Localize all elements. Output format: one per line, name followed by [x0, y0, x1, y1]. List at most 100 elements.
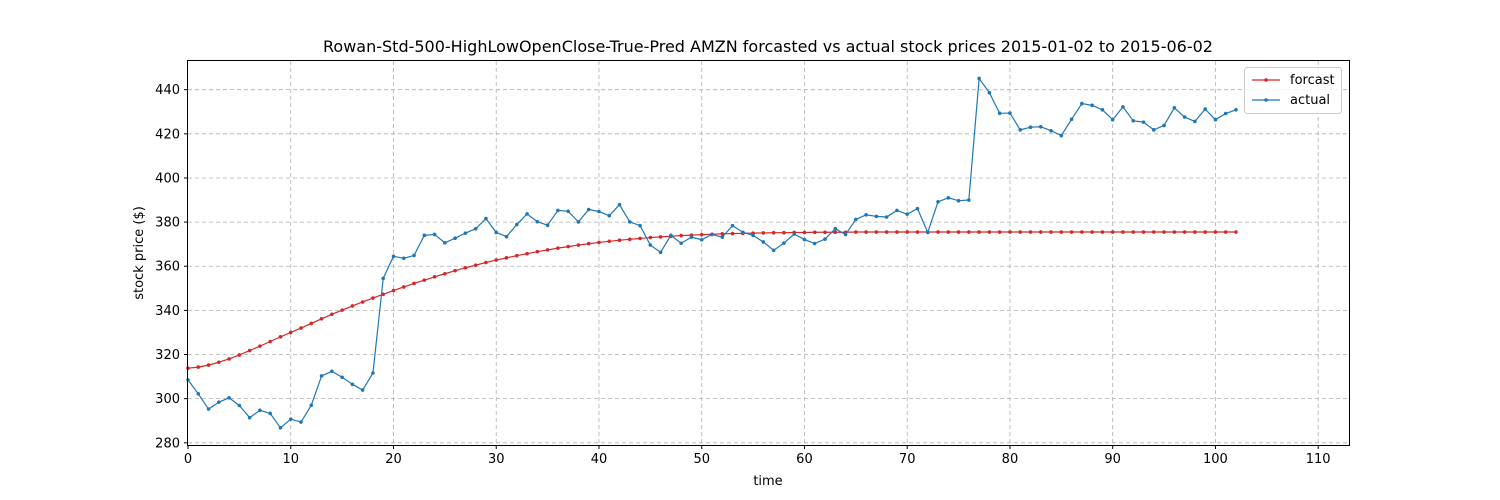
data-point-actual	[206, 407, 211, 411]
data-point-forcast	[340, 308, 344, 312]
data-point-actual	[484, 216, 488, 221]
data-point-forcast	[360, 300, 365, 304]
data-point-forcast	[802, 230, 807, 235]
data-point-actual	[1059, 133, 1064, 138]
data-point-forcast	[525, 251, 529, 256]
data-point-forcast	[535, 249, 540, 254]
data-point-forcast	[247, 348, 252, 353]
data-point-forcast	[1008, 230, 1012, 234]
data-point-actual	[330, 369, 334, 374]
grid-lines	[188, 61, 1349, 445]
data-point-actual	[1141, 120, 1146, 124]
data-point-forcast	[1172, 230, 1177, 234]
data-point-forcast	[206, 363, 211, 367]
data-point-forcast	[1141, 230, 1146, 234]
data-point-forcast	[401, 285, 406, 289]
data-point-actual	[309, 403, 314, 408]
data-point-forcast	[258, 344, 262, 348]
data-point-actual	[1080, 101, 1084, 106]
data-point-forcast	[381, 292, 386, 297]
data-point-forcast	[268, 339, 272, 344]
data-point-forcast	[422, 278, 427, 282]
x-tick-label: 10	[282, 452, 299, 467]
data-point-actual	[936, 200, 940, 204]
data-point-actual	[771, 248, 776, 253]
data-point-forcast	[586, 241, 591, 246]
data-point-forcast	[1203, 230, 1207, 234]
data-point-forcast	[617, 238, 622, 242]
data-point-forcast	[864, 230, 868, 234]
data-point-actual	[689, 235, 694, 239]
data-point-forcast	[330, 312, 334, 317]
data-point-actual	[977, 76, 981, 81]
data-point-forcast	[884, 230, 889, 234]
data-point-actual	[699, 237, 704, 242]
data-point-forcast	[956, 230, 961, 234]
data-point-actual	[525, 212, 529, 216]
data-point-forcast	[812, 230, 817, 235]
chart-title: Rowan-Std-500-HighLowOpenClose-True-Pred…	[323, 37, 1213, 56]
data-point-actual	[679, 241, 683, 246]
data-point-forcast	[432, 275, 437, 279]
data-point-forcast	[977, 230, 981, 234]
series-layer	[186, 76, 1238, 430]
data-point-actual	[340, 375, 344, 380]
data-point-actual	[648, 243, 653, 247]
data-point-forcast	[566, 244, 570, 249]
data-point-actual	[1069, 117, 1074, 122]
data-point-actual	[1182, 115, 1187, 119]
data-point-forcast	[494, 258, 499, 262]
data-point-actual	[1028, 125, 1033, 130]
data-point-actual	[227, 395, 231, 400]
y-tick-label: 320	[155, 348, 180, 363]
data-point-actual	[237, 403, 242, 408]
data-point-forcast	[638, 236, 642, 241]
data-point-forcast	[854, 230, 858, 234]
data-point-forcast	[1090, 230, 1094, 234]
legend: forcast actual	[1244, 67, 1342, 114]
data-point-actual	[627, 220, 632, 224]
data-point-actual	[658, 250, 663, 255]
data-point-forcast	[473, 263, 478, 267]
data-point-actual	[1100, 107, 1105, 112]
data-point-actual	[884, 215, 889, 219]
legend-label-forcast: forcast	[1290, 73, 1335, 88]
data-point-forcast	[514, 253, 519, 258]
data-point-forcast	[545, 248, 550, 252]
data-point-actual	[864, 213, 868, 217]
data-point-forcast	[627, 237, 632, 242]
data-point-actual	[299, 420, 303, 424]
data-point-forcast	[1193, 230, 1197, 234]
data-point-actual	[391, 254, 396, 259]
data-point-forcast	[720, 232, 725, 236]
data-point-actual	[987, 90, 992, 95]
data-point-forcast	[463, 265, 468, 270]
data-point-forcast	[915, 230, 920, 234]
data-point-actual	[812, 241, 817, 246]
data-point-actual	[956, 198, 961, 203]
data-point-forcast	[658, 235, 663, 239]
data-point-actual	[1008, 111, 1012, 115]
data-point-forcast	[679, 233, 683, 238]
data-point-actual	[710, 232, 714, 237]
data-point-actual	[1223, 111, 1228, 116]
legend-marker-forcast	[1264, 78, 1268, 82]
data-point-forcast	[453, 268, 457, 273]
data-point-forcast	[443, 271, 447, 276]
data-point-actual	[1172, 105, 1177, 110]
data-point-actual	[1110, 117, 1115, 122]
data-point-actual	[494, 230, 499, 235]
data-point-actual	[741, 230, 745, 235]
data-point-actual	[782, 241, 786, 245]
data-point-actual	[730, 223, 735, 228]
data-point-actual	[617, 202, 622, 207]
data-point-actual	[401, 256, 406, 261]
data-point-actual	[874, 214, 879, 219]
data-point-forcast	[1213, 230, 1218, 234]
data-point-actual	[833, 226, 838, 231]
x-tick-label: 40	[591, 452, 608, 467]
x-tick-label: 20	[385, 452, 402, 467]
data-point-actual	[278, 425, 283, 430]
data-point-forcast	[1223, 230, 1228, 234]
